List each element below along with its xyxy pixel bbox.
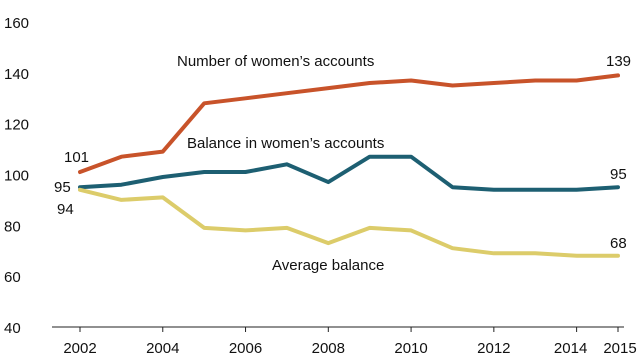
y-tick-labels: 40 60 80 100 120 140 160 bbox=[4, 15, 29, 337]
data-label-balance-end: 95 bbox=[610, 166, 627, 183]
x-tick-label: 2014 bbox=[554, 340, 587, 357]
y-tick-label: 60 bbox=[4, 269, 21, 286]
x-tick-label: 2006 bbox=[229, 340, 262, 357]
x-tick-label: 2008 bbox=[312, 340, 345, 357]
y-tick-label: 140 bbox=[4, 66, 29, 83]
series-name-balance-in-womens-accounts: Balance in women’s accounts bbox=[187, 135, 384, 152]
y-tick-label: 40 bbox=[4, 320, 21, 337]
x-tick-label: 2010 bbox=[394, 340, 427, 357]
data-label-balance-start: 95 bbox=[54, 179, 71, 196]
y-tick-label: 120 bbox=[4, 117, 29, 134]
series-name-number-of-womens-accounts: Number of women’s accounts bbox=[177, 53, 374, 70]
series-line-number-of-womens-accounts bbox=[78, 73, 620, 174]
data-labels: 101 139 95 95 94 68 bbox=[54, 53, 631, 252]
axes: 2002 2004 2006 2008 2010 2012 2014 2015 40 60 80 1… bbox=[4, 15, 637, 357]
y-tick-label: 100 bbox=[4, 168, 29, 185]
data-label-accounts-start: 101 bbox=[64, 149, 89, 166]
x-tick-labels: 2002 2004 2006 2008 2010 2012 2014 2015 bbox=[63, 327, 637, 357]
data-label-average-start: 94 bbox=[57, 201, 74, 218]
y-tick-label: 80 bbox=[4, 218, 21, 235]
data-label-average-end: 68 bbox=[610, 235, 627, 252]
series-name-labels: Number of women’s accounts Balance in wo… bbox=[177, 53, 384, 274]
y-tick-label: 160 bbox=[4, 15, 29, 32]
x-tick-label: 2012 bbox=[477, 340, 510, 357]
series-line-balance-in-womens-accounts bbox=[78, 154, 620, 192]
x-tick-label: 2002 bbox=[63, 340, 96, 357]
x-tick-label: 2004 bbox=[146, 340, 179, 357]
series-line-average-balance bbox=[78, 187, 620, 258]
x-tick-label: 2015 bbox=[603, 340, 636, 357]
data-label-accounts-end: 139 bbox=[606, 53, 631, 70]
series-name-average-balance: Average balance bbox=[272, 257, 384, 274]
series-lines bbox=[78, 73, 620, 258]
